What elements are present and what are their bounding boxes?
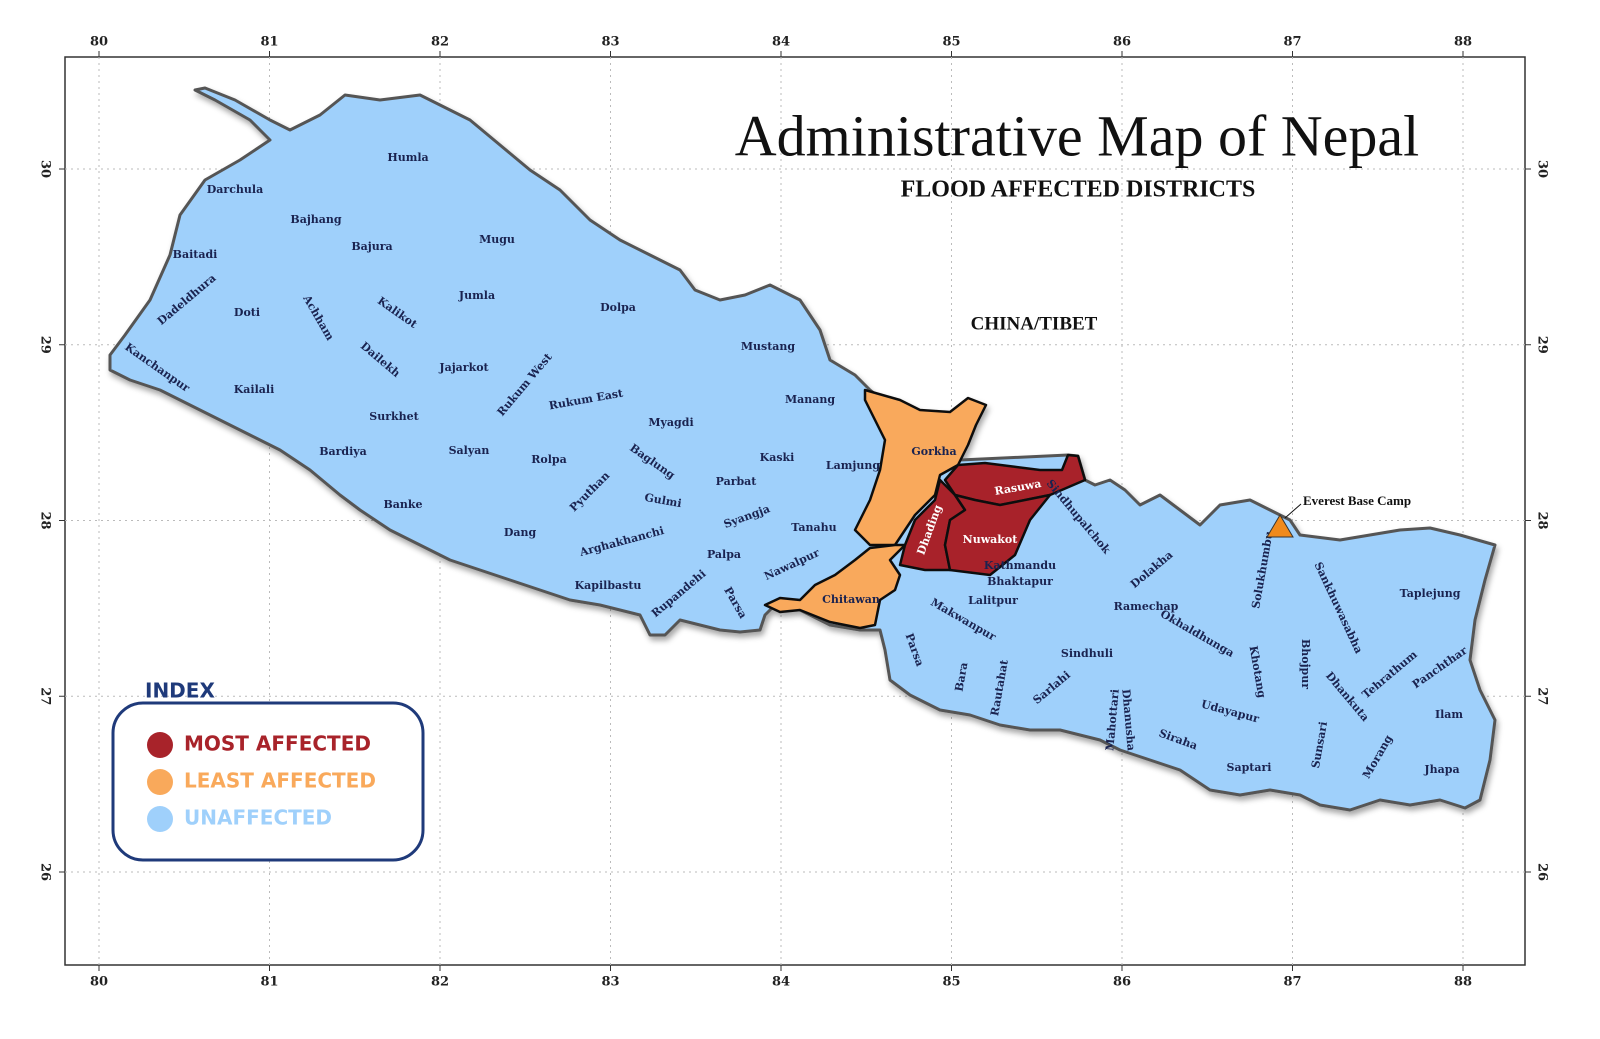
lat-tick-label: 30 bbox=[38, 160, 53, 178]
district-label: Mugu bbox=[479, 233, 515, 246]
nepal-outline bbox=[108, 86, 1497, 812]
district-label: Jajarkot bbox=[438, 361, 489, 374]
landmark-leader bbox=[1284, 503, 1302, 519]
legend-swatch bbox=[147, 806, 173, 832]
map-title: Administrative Map of Nepal bbox=[735, 103, 1420, 168]
district-label: Gulmi bbox=[644, 491, 683, 510]
lon-tick-label: 83 bbox=[601, 975, 619, 990]
district-label: Jhapa bbox=[1423, 763, 1459, 776]
district-label: Lalitpur bbox=[968, 594, 1018, 607]
lon-tick-label: 83 bbox=[601, 35, 619, 50]
legend-swatch bbox=[147, 732, 173, 758]
district-label: Ramechap bbox=[1114, 600, 1179, 613]
lat-tick-label: 29 bbox=[1535, 336, 1550, 354]
district-label: Jumla bbox=[458, 289, 495, 302]
district-label: Gorkha bbox=[911, 445, 956, 458]
legend-label: UNAFFECTED bbox=[184, 806, 332, 830]
district-label: Dhanusha bbox=[1119, 689, 1137, 752]
lat-tick-label: 29 bbox=[38, 336, 53, 354]
lat-tick-label: 27 bbox=[1535, 687, 1550, 705]
district-label: Lamjung bbox=[826, 459, 880, 472]
legend-label: LEAST AFFECTED bbox=[184, 769, 376, 793]
legend-box bbox=[111, 701, 425, 862]
district-label: Kathmandu bbox=[984, 559, 1056, 572]
lat-tick-label: 26 bbox=[1535, 863, 1550, 881]
map-subtitle: FLOOD AFFECTED DISTRICTS bbox=[901, 177, 1256, 203]
lat-tick-label: 28 bbox=[1535, 511, 1550, 529]
district-label: Kaski bbox=[760, 451, 795, 464]
district-label: Dang bbox=[504, 526, 537, 539]
district-label: Saptari bbox=[1227, 761, 1272, 774]
lon-tick-label: 84 bbox=[772, 975, 790, 990]
district-label: Doti bbox=[234, 306, 260, 319]
affected-district bbox=[853, 388, 988, 547]
landmark-marker bbox=[1266, 514, 1294, 538]
district-label: Kapilbastu bbox=[575, 579, 642, 592]
lon-tick-label: 88 bbox=[1454, 35, 1472, 50]
district-label: Mustang bbox=[741, 340, 796, 353]
lon-tick-label: 87 bbox=[1283, 35, 1301, 50]
legend: MOST AFFECTED LEAST AFFECTED UNAFFECTED bbox=[147, 732, 376, 832]
lon-tick-label: 82 bbox=[431, 35, 449, 50]
district-label: Myagdi bbox=[648, 416, 693, 429]
district-label: Kailali bbox=[234, 383, 275, 396]
region-label: CHINA/TIBET bbox=[971, 313, 1098, 334]
district-label: Banke bbox=[383, 498, 422, 511]
district-label: Bajura bbox=[351, 240, 392, 253]
district-label: Bhojpur bbox=[1299, 639, 1312, 689]
landmark-label: Everest Base Camp bbox=[1303, 493, 1411, 508]
affected-district bbox=[763, 543, 907, 630]
lon-tick-label: 80 bbox=[90, 35, 108, 50]
district-label: Chitawan bbox=[822, 593, 880, 606]
lon-tick-label: 82 bbox=[431, 975, 449, 990]
district-label: Baitadi bbox=[173, 248, 218, 261]
lat-tick-label: 27 bbox=[38, 687, 53, 705]
district-label: Dolpa bbox=[600, 301, 636, 314]
lon-tick-label: 81 bbox=[260, 35, 278, 50]
district-label: Parbat bbox=[716, 475, 758, 488]
district-label: Taplejung bbox=[1400, 587, 1461, 600]
lat-tick-label: 30 bbox=[1535, 160, 1550, 178]
district-label: Bara bbox=[953, 661, 971, 692]
legend-label: MOST AFFECTED bbox=[184, 732, 371, 756]
district-label: Ilam bbox=[1435, 708, 1463, 721]
lon-tick-label: 81 bbox=[260, 975, 278, 990]
legend-title: INDEX bbox=[145, 679, 215, 703]
district-label: Bhaktapur bbox=[987, 575, 1053, 588]
district-label: Bardiya bbox=[319, 445, 367, 458]
lon-tick-label: 80 bbox=[90, 975, 108, 990]
district-label: Sindhuli bbox=[1061, 647, 1113, 660]
lon-tick-label: 88 bbox=[1454, 975, 1472, 990]
district-label: Nuwakot bbox=[963, 533, 1019, 546]
lon-tick-label: 86 bbox=[1113, 975, 1131, 990]
legend-swatch bbox=[147, 769, 173, 795]
district-label: Palpa bbox=[707, 548, 741, 561]
affected-district bbox=[943, 493, 1052, 577]
lon-tick-label: 85 bbox=[942, 975, 960, 990]
district-label: Darchula bbox=[207, 183, 263, 196]
district-label: Mahottari bbox=[1103, 689, 1121, 752]
district-label: Tanahu bbox=[791, 521, 836, 534]
district-label: Salyan bbox=[449, 444, 490, 457]
district-label: Bajhang bbox=[290, 213, 342, 226]
lat-tick-label: 28 bbox=[38, 511, 53, 529]
lon-tick-label: 84 bbox=[772, 35, 790, 50]
district-label: Rolpa bbox=[531, 453, 566, 466]
lat-tick-label: 26 bbox=[38, 863, 53, 881]
lon-tick-label: 85 bbox=[942, 35, 960, 50]
districts bbox=[108, 86, 1497, 812]
district-label: Surkhet bbox=[369, 410, 419, 423]
district-label: Manang bbox=[785, 393, 835, 406]
lon-tick-label: 86 bbox=[1113, 35, 1131, 50]
district-label: Humla bbox=[387, 151, 428, 164]
lon-tick-label: 87 bbox=[1283, 975, 1301, 990]
